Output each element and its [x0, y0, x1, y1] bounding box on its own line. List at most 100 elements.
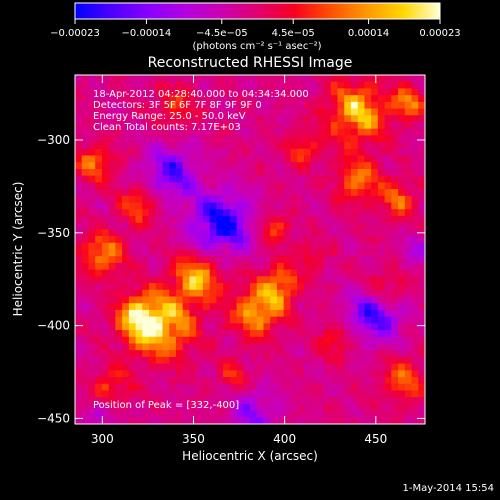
heatmap-cell	[115, 296, 123, 304]
heatmap-cell	[75, 101, 83, 110]
heatmap-cell	[283, 209, 291, 217]
heatmap-cell	[189, 256, 197, 264]
heatmap-cell	[216, 242, 224, 251]
heatmap-cell	[256, 383, 265, 392]
colorbar-tick-label: −0.00014	[122, 28, 172, 39]
heatmap-cell	[290, 269, 298, 277]
heatmap-cell	[310, 142, 318, 150]
heatmap-cell	[229, 162, 238, 170]
heatmap-cell	[303, 330, 312, 338]
heatmap-cell	[175, 296, 184, 304]
heatmap-cell	[155, 323, 164, 331]
heatmap-cell	[149, 175, 157, 183]
heatmap-cell	[411, 403, 419, 412]
heatmap-cell	[229, 417, 238, 424]
heatmap-cell	[371, 316, 379, 324]
heatmap-cell	[155, 75, 164, 83]
heatmap-cell	[236, 356, 244, 365]
heatmap-cell	[344, 168, 352, 177]
heatmap-cell	[364, 370, 372, 378]
heatmap-cell	[243, 142, 251, 150]
heatmap-cell	[270, 403, 278, 412]
heatmap-cell	[330, 390, 339, 398]
heatmap-cell	[344, 88, 352, 96]
heatmap-cell	[317, 135, 325, 143]
heatmap-cell	[236, 215, 244, 224]
heatmap-cell	[364, 363, 372, 371]
heatmap-cell	[330, 115, 339, 123]
heatmap-cell	[135, 363, 143, 371]
heatmap-cell	[317, 343, 325, 351]
heatmap-cell	[391, 256, 399, 264]
heatmap-cell	[350, 128, 359, 136]
heatmap-cell	[128, 148, 137, 157]
heatmap-cell	[189, 343, 197, 351]
heatmap-cell	[128, 343, 137, 351]
heatmap-cell	[324, 215, 332, 224]
heatmap-cell	[350, 168, 359, 177]
heatmap-cell	[256, 269, 265, 277]
heatmap-cell	[175, 81, 184, 90]
heatmap-cell	[209, 168, 217, 177]
heatmap-cell	[398, 417, 406, 424]
heatmap-cell	[189, 209, 197, 217]
heatmap-cell	[236, 128, 244, 136]
heatmap-cell	[182, 121, 191, 130]
heatmap-cell	[182, 316, 191, 324]
heatmap-cell	[162, 75, 170, 83]
heatmap-cell	[317, 363, 325, 371]
heatmap-cell	[350, 215, 359, 224]
heatmap-cell	[364, 410, 372, 418]
heatmap-cell	[149, 121, 157, 130]
heatmap-cell	[398, 182, 406, 190]
heatmap-cell	[350, 88, 359, 96]
heatmap-cell	[317, 168, 325, 177]
heatmap-cell	[95, 336, 103, 345]
heatmap-cell	[142, 276, 150, 284]
heatmap-cell	[155, 236, 164, 244]
heatmap-cell	[196, 242, 204, 251]
heatmap-cell	[75, 135, 83, 143]
heatmap-cell	[283, 283, 291, 291]
heatmap-cell	[175, 142, 184, 150]
heatmap-cell	[344, 209, 352, 217]
heatmap-cell	[377, 189, 386, 197]
heatmap-cell	[162, 236, 170, 244]
heatmap-cell	[404, 363, 413, 371]
heatmap-cell	[317, 262, 325, 271]
heatmap-cell	[250, 390, 258, 398]
heatmap-cell	[236, 242, 244, 251]
heatmap-cell	[216, 75, 224, 83]
heatmap-cell	[371, 269, 379, 277]
heatmap-cell	[175, 350, 184, 358]
heatmap-cell	[317, 189, 325, 197]
heatmap-cell	[364, 168, 372, 177]
heatmap-cell	[384, 262, 392, 271]
heatmap-cell	[371, 363, 379, 371]
heatmap-cell	[229, 209, 238, 217]
heatmap-cell	[371, 222, 379, 230]
heatmap-cell	[350, 148, 359, 157]
heatmap-cell	[196, 343, 204, 351]
heatmap-cell	[196, 256, 204, 264]
heatmap-cell	[75, 142, 83, 150]
heatmap-cell	[283, 115, 291, 123]
heatmap-cell	[189, 236, 197, 244]
heatmap-cell	[350, 101, 359, 110]
heatmap-cell	[317, 229, 325, 237]
heatmap-cell	[101, 229, 110, 237]
heatmap-cell	[108, 316, 116, 324]
heatmap-cell	[216, 303, 224, 311]
heatmap-cell	[350, 283, 359, 291]
heatmap-cell	[75, 236, 83, 244]
heatmap-cell	[411, 189, 419, 197]
heatmap-cell	[350, 350, 359, 358]
heatmap-cell	[283, 229, 291, 237]
heatmap-cell	[243, 195, 251, 204]
heatmap-cell	[128, 155, 137, 163]
heatmap-cell	[155, 276, 164, 284]
heatmap-cell	[411, 242, 419, 251]
heatmap-cell	[115, 195, 123, 204]
heatmap-cell	[344, 390, 352, 398]
heatmap-cell	[398, 75, 406, 83]
